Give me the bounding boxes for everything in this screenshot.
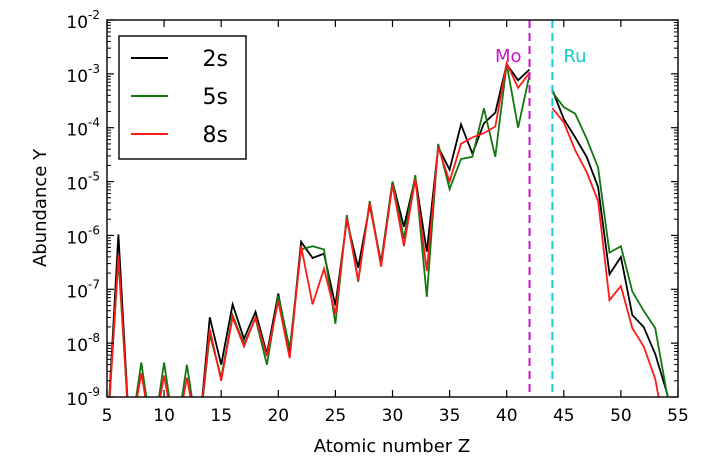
annotation-ru: Ru [563, 46, 586, 67]
y-tick-label: 10-6 [66, 223, 100, 248]
legend-label-2s: 2s [203, 47, 228, 72]
x-axis-label: Atomic number Z [314, 436, 471, 457]
axis-ticks [106, 19, 679, 398]
x-tick-label: 20 [267, 406, 289, 426]
series-line-2s-left [108, 62, 531, 397]
y-tick-label: 10-2 [66, 8, 100, 33]
x-tick-label: 40 [496, 406, 518, 426]
y-axis-label: Abundance Y [30, 148, 51, 267]
x-tick-label: 50 [610, 406, 632, 426]
legend-label-5s: 5s [203, 85, 228, 110]
series-line-8s-right [551, 107, 660, 397]
y-tick-label: 10-4 [66, 116, 100, 141]
legend-label-8s: 8s [203, 123, 228, 148]
reference-lines: Mo Ru [495, 20, 586, 397]
x-tick-label: 10 [153, 406, 175, 426]
series-line-2s-right [551, 89, 669, 397]
legend-box [118, 35, 247, 160]
x-tick-label: 55 [667, 406, 689, 426]
y-tick-label: 10-9 [66, 385, 100, 410]
tick-labels: 5 10 15 20 25 30 35 40 45 50 55 10-9 10-8 10-7 10-6 10-… [66, 8, 688, 426]
x-tick-label: 35 [439, 406, 461, 426]
y-tick-label: 10-5 [66, 170, 100, 195]
annotation-mo: Mo [495, 46, 522, 67]
y-tick-label: 10-3 [66, 62, 100, 87]
legend: 2s 5s 8s [118, 35, 247, 160]
x-tick-label: 30 [382, 406, 404, 426]
series-line-5s-left [108, 64, 531, 397]
y-tick-label: 10-7 [66, 277, 100, 302]
x-tick-label: 15 [210, 406, 232, 426]
x-tick-label: 45 [553, 406, 575, 426]
y-tick-label: 10-8 [66, 331, 100, 356]
series-layer [108, 60, 669, 397]
series-line-8s-left [108, 60, 531, 397]
x-tick-label: 5 [102, 406, 113, 426]
x-tick-label: 25 [325, 406, 347, 426]
series-line-5s-right [551, 91, 669, 397]
